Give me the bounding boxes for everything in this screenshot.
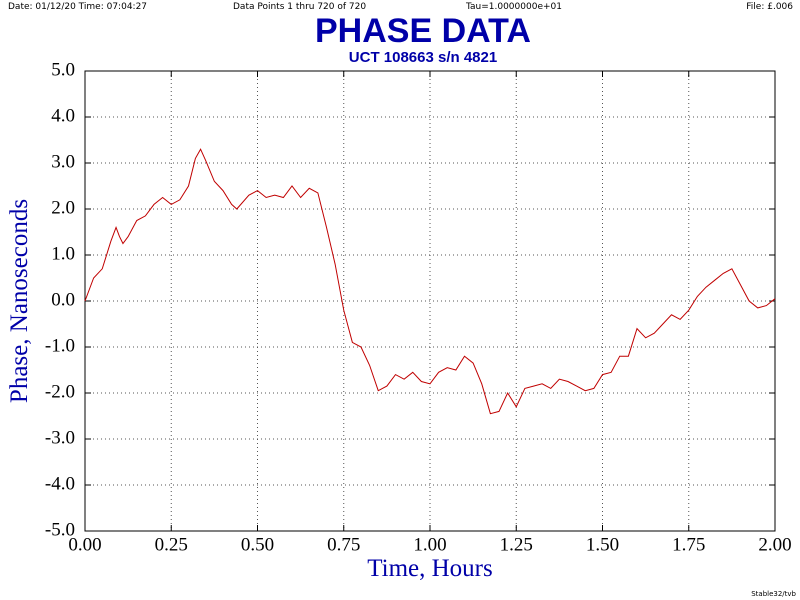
y-tick-label: -1.0 xyxy=(45,335,75,356)
x-tick-label: 1.25 xyxy=(500,534,533,555)
y-tick-label: -4.0 xyxy=(45,473,75,494)
chart-subtitle: UCT 108663 s/n 4821 xyxy=(349,49,497,66)
header-file: File: £.006 xyxy=(746,2,793,12)
y-tick-label: -3.0 xyxy=(45,427,75,448)
x-tick-label: 0.25 xyxy=(155,534,188,555)
y-tick-label: 4.0 xyxy=(51,105,75,126)
x-tick-label: 1.50 xyxy=(586,534,619,555)
y-tick-label: -5.0 xyxy=(45,519,75,540)
y-axis-label: Phase, Nanoseconds xyxy=(6,199,33,403)
x-tick-label: 1.75 xyxy=(672,534,705,555)
y-tick-label: 2.0 xyxy=(51,197,75,218)
y-tick-label: 3.0 xyxy=(51,151,75,172)
chart-title: PHASE DATA xyxy=(315,12,531,50)
header-date: Date: 01/12/20 Time: 07:04:27 xyxy=(8,2,147,12)
x-axis-label: Time, Hours xyxy=(367,555,493,582)
header-tau: Tau=1.0000000e+01 xyxy=(465,2,562,12)
x-tick-label: 0.00 xyxy=(68,534,101,555)
footer: Stable32/tvb xyxy=(751,590,796,598)
x-tick-label: 2.00 xyxy=(758,534,791,555)
x-tick-label: 0.75 xyxy=(327,534,360,555)
data-line xyxy=(84,148,776,415)
x-tick-label: 1.00 xyxy=(413,534,446,555)
y-tick-label: 0.0 xyxy=(51,289,75,310)
header-points: Data Points 1 thru 720 of 720 xyxy=(233,2,366,12)
y-tick-label: -2.0 xyxy=(45,381,75,402)
y-tick-label: 5.0 xyxy=(51,59,75,80)
x-tick-label: 0.50 xyxy=(241,534,274,555)
y-tick-label: 1.0 xyxy=(51,243,75,264)
